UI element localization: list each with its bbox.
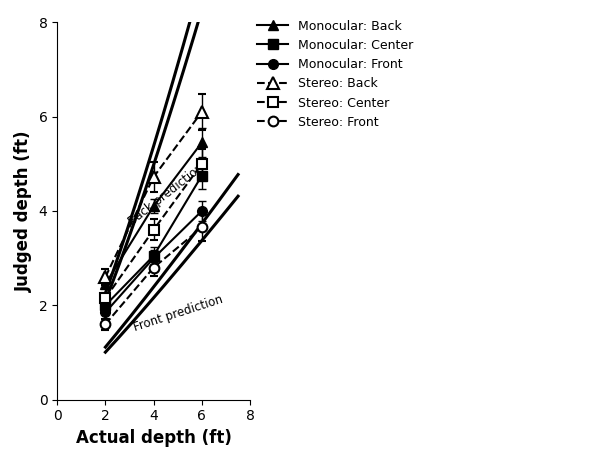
- Text: Front prediction: Front prediction: [132, 293, 224, 334]
- Legend: Monocular: Back, Monocular: Center, Monocular: Front, Stereo: Back, Stereo: Cent: Monocular: Back, Monocular: Center, Mono…: [252, 15, 419, 134]
- X-axis label: Actual depth (ft): Actual depth (ft): [76, 429, 231, 447]
- Y-axis label: Judged depth (ft): Judged depth (ft): [15, 130, 33, 292]
- Text: Back prediction: Back prediction: [126, 161, 206, 228]
